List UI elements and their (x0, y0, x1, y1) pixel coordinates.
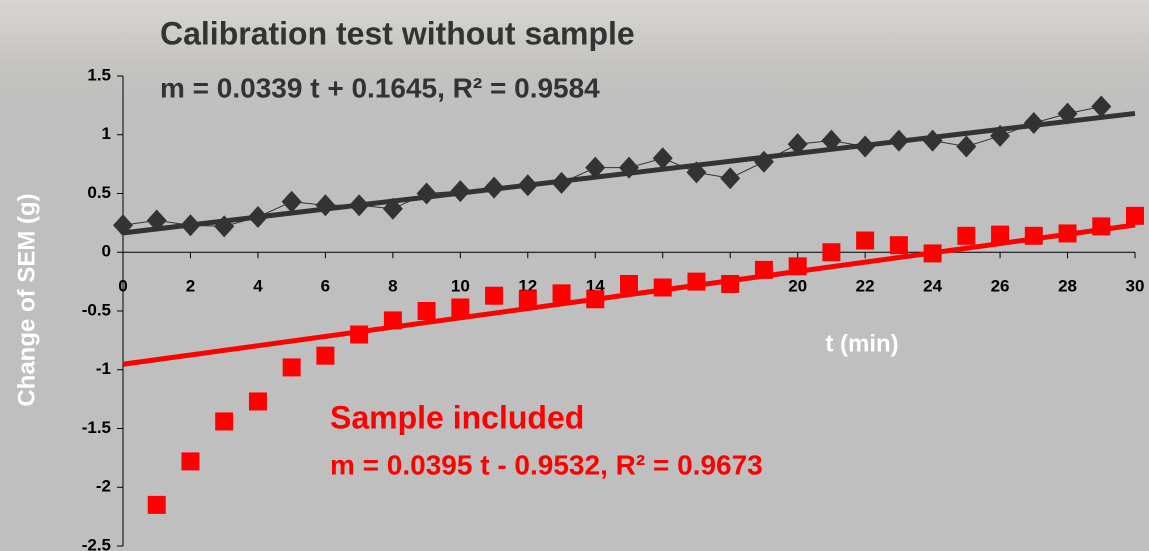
x-tick-label: 24 (923, 277, 942, 296)
point (924, 244, 942, 262)
point (519, 290, 537, 308)
point (148, 496, 166, 514)
point (1126, 207, 1144, 225)
x-tick-label: 22 (856, 277, 875, 296)
x-tick-label: 20 (788, 277, 807, 296)
x-tick-label: 30 (1126, 277, 1145, 296)
point (1025, 227, 1043, 245)
point (350, 326, 368, 344)
x-tick-label: 6 (321, 277, 330, 296)
point (283, 358, 301, 376)
point (822, 243, 840, 261)
x-tick-label: 10 (451, 277, 470, 296)
point (1059, 224, 1077, 242)
point (654, 279, 672, 297)
point (890, 236, 908, 254)
point (586, 290, 604, 308)
x-tick-label: 28 (1058, 277, 1077, 296)
series-title: Sample included (330, 399, 584, 435)
y-tick-label: -2 (96, 477, 111, 496)
y-axis-label: Change of SEM (g) (13, 193, 40, 406)
point (553, 284, 571, 302)
point (721, 275, 739, 293)
series-title: Calibration test without sample (160, 15, 635, 51)
point (316, 347, 334, 365)
y-tick-label: 0 (102, 242, 111, 261)
point (418, 302, 436, 320)
series-equation: m = 0.0395 t - 0.9532, R² = 0.9673 (330, 449, 763, 480)
x-tick-label: 26 (991, 277, 1010, 296)
point (957, 227, 975, 245)
y-tick-label: -0.5 (82, 300, 111, 319)
point (789, 257, 807, 275)
point (1092, 217, 1110, 235)
point (856, 232, 874, 250)
x-tick-label: 8 (388, 277, 397, 296)
point (249, 392, 267, 410)
point (485, 287, 503, 305)
x-tick-label: 0 (118, 277, 127, 296)
point (687, 273, 705, 291)
y-tick-label: -2.5 (82, 535, 111, 551)
y-tick-label: 0.5 (87, 183, 111, 202)
point (215, 412, 233, 430)
point (991, 226, 1009, 244)
x-tick-label: 4 (253, 277, 263, 296)
point (384, 311, 402, 329)
point (755, 261, 773, 279)
y-tick-label: -1.5 (82, 418, 111, 437)
x-tick-label: 2 (186, 277, 195, 296)
x-axis-label: t (min) (825, 330, 898, 357)
point (620, 275, 638, 293)
y-tick-label: 1 (102, 124, 111, 143)
series-equation: m = 0.0339 t + 0.1645, R² = 0.9584 (160, 72, 600, 103)
point (181, 452, 199, 470)
point (451, 298, 469, 316)
y-tick-label: -1 (96, 359, 111, 378)
y-tick-label: 1.5 (87, 65, 111, 84)
